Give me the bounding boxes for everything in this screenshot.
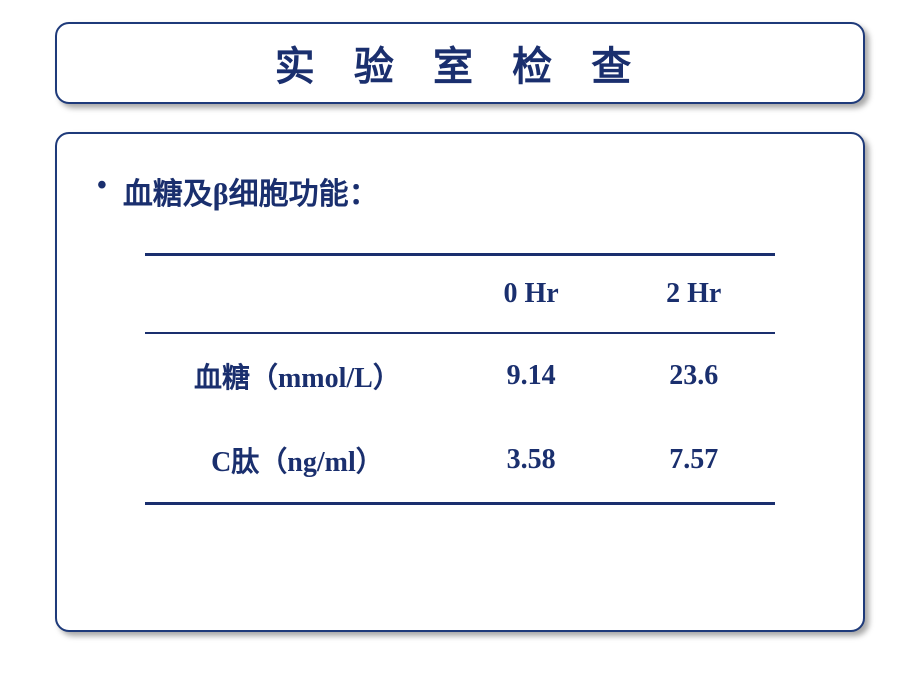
lab-table: 0 Hr 2 Hr 血糖（mmol/L） 9.14 23.6 C肽（ng/ml）… bbox=[145, 253, 775, 505]
cell-cpeptide-2hr: 7.57 bbox=[612, 418, 775, 504]
col-header-0hr: 0 Hr bbox=[450, 255, 613, 334]
cell-cpeptide-0hr: 3.58 bbox=[450, 418, 613, 504]
row-label-glucose: 血糖（mmol/L） bbox=[145, 333, 450, 418]
table-row: C肽（ng/ml） 3.58 7.57 bbox=[145, 418, 775, 504]
bullet-line: • 血糖及β细胞功能： bbox=[97, 169, 823, 213]
page-title: 实 验 室 检 查 bbox=[275, 34, 645, 92]
bullet-icon: • bbox=[97, 169, 107, 203]
cell-glucose-2hr: 23.6 bbox=[612, 333, 775, 418]
cell-glucose-0hr: 9.14 bbox=[450, 333, 613, 418]
content-panel: • 血糖及β细胞功能： 0 Hr 2 Hr 血糖（mmol/L） 9.14 23… bbox=[55, 132, 865, 632]
table-header-row: 0 Hr 2 Hr bbox=[145, 255, 775, 334]
col-header-2hr: 2 Hr bbox=[612, 255, 775, 334]
title-panel: 实 验 室 检 查 bbox=[55, 22, 865, 104]
row-label-cpeptide: C肽（ng/ml） bbox=[145, 418, 450, 504]
col-header-blank bbox=[145, 255, 450, 334]
table-row: 血糖（mmol/L） 9.14 23.6 bbox=[145, 333, 775, 418]
bullet-text: 血糖及β细胞功能： bbox=[123, 169, 379, 213]
